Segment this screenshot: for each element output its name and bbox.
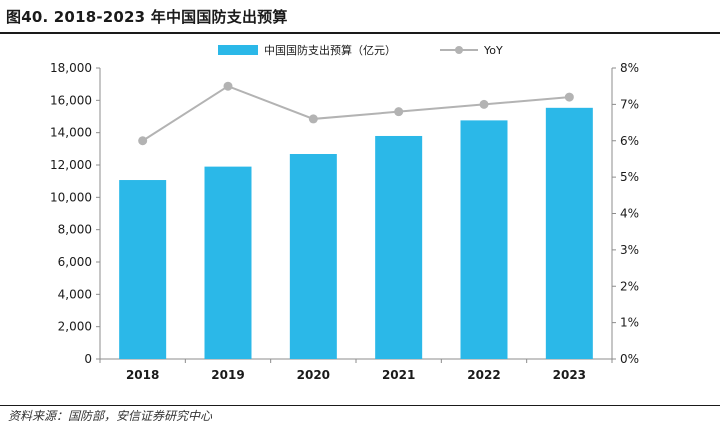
y-left-tick-label: 18,000 bbox=[50, 61, 92, 75]
bar-2022 bbox=[460, 120, 508, 359]
source-rule bbox=[0, 405, 720, 406]
y-left-tick-label: 4,000 bbox=[58, 287, 92, 301]
bar-2023 bbox=[545, 107, 593, 359]
legend-line-marker bbox=[455, 46, 463, 54]
bar-2021 bbox=[375, 135, 423, 359]
x-tick-label: 2023 bbox=[553, 368, 586, 382]
y-left-tick-label: 6,000 bbox=[58, 255, 92, 269]
x-tick-label: 2018 bbox=[126, 368, 159, 382]
bar-2019 bbox=[204, 166, 252, 359]
yoy-point-2019 bbox=[223, 81, 233, 91]
yoy-point-2020 bbox=[308, 114, 318, 124]
axes-group: 0 2,000 4,000 6,000 8,000 10,000 12,000 14,000 1… bbox=[50, 61, 639, 382]
legend-line-label: YoY bbox=[483, 44, 503, 57]
y-right-tick-label: 2% bbox=[620, 279, 639, 293]
y-right-tick-label: 1% bbox=[620, 316, 639, 330]
yoy-point-2018 bbox=[138, 136, 148, 146]
yoy-point-2021 bbox=[394, 107, 404, 117]
y-right-tick-label: 6% bbox=[620, 134, 639, 148]
yoy-line-group bbox=[138, 81, 574, 146]
yoy-point-2023 bbox=[564, 92, 574, 102]
bar-2018 bbox=[119, 180, 167, 359]
y-left-tick-label: 0 bbox=[84, 352, 92, 366]
y-right-tick-label: 5% bbox=[620, 170, 639, 184]
x-tick-label: 2020 bbox=[297, 368, 330, 382]
y-right-tick-label: 0% bbox=[620, 352, 639, 366]
yoy-point-2022 bbox=[479, 99, 489, 109]
y-right-tick-label: 4% bbox=[620, 207, 639, 221]
y-left-tick-label: 12,000 bbox=[50, 158, 92, 172]
source-note: 资料来源：国防部，安信证券研究中心 bbox=[8, 409, 213, 423]
chart-canvas: 0 2,000 4,000 6,000 8,000 10,000 12,000 14,000 1… bbox=[50, 43, 639, 382]
y-left-tick-label: 8,000 bbox=[58, 223, 92, 237]
bar-2020 bbox=[289, 154, 337, 359]
y-right-tick-label: 3% bbox=[620, 243, 639, 257]
figure-title: 图40. 2018-2023 年中国国防支出预算 bbox=[6, 8, 288, 26]
title-rule bbox=[0, 32, 720, 34]
legend-bar-swatch bbox=[218, 45, 258, 55]
y-left-tick-label: 14,000 bbox=[50, 126, 92, 140]
y-left-tick-label: 16,000 bbox=[50, 93, 92, 107]
x-tick-label: 2019 bbox=[211, 368, 244, 382]
y-left-tick-label: 10,000 bbox=[50, 190, 92, 204]
yoy-line bbox=[142, 85, 570, 142]
legend-bar-label: 中国国防支出预算（亿元） bbox=[264, 43, 396, 57]
y-left-tick-label: 2,000 bbox=[58, 320, 92, 334]
y-right-tick-label: 7% bbox=[620, 97, 639, 111]
y-right-tick-label: 8% bbox=[620, 61, 639, 75]
x-tick-label: 2021 bbox=[382, 368, 415, 382]
bars-group bbox=[119, 107, 593, 359]
x-tick-label: 2022 bbox=[467, 368, 500, 382]
legend: 中国国防支出预算（亿元） YoY bbox=[218, 43, 503, 57]
